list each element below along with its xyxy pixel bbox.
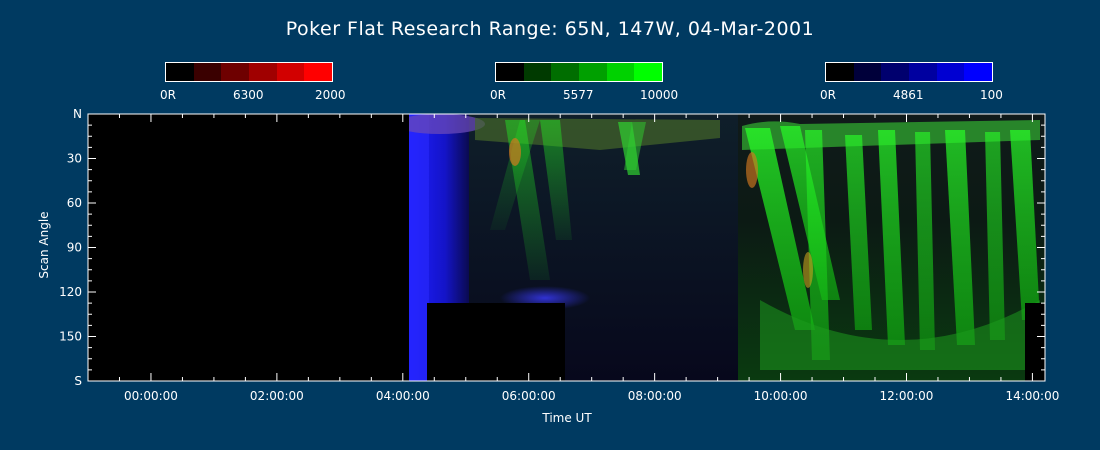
colorbar-5577-label-max: 10000 xyxy=(640,88,679,102)
colorbar-5577-label-min: 0R xyxy=(490,88,506,102)
colorbar-segment xyxy=(826,63,854,81)
colorbar-segment xyxy=(523,63,552,81)
colorbar-segment xyxy=(634,63,663,81)
y-tick-label: 30 xyxy=(67,152,82,166)
colorbar-6300-label-min: 0R xyxy=(160,88,176,102)
colorbar-6300-label-name: 6300 xyxy=(233,88,264,102)
colorbar-4861-label-min: 0R xyxy=(820,88,836,102)
x-tick-label: 00:00:00 xyxy=(124,389,178,403)
y-tick-label: S xyxy=(74,374,82,388)
x-tick-label: 10:00:00 xyxy=(754,389,808,403)
colorbar-segment xyxy=(606,63,635,81)
colorbar-5577 xyxy=(495,62,663,82)
colorbar-segment xyxy=(221,63,250,81)
colorbar-4861 xyxy=(825,62,993,82)
y-tick-label: 90 xyxy=(67,241,82,255)
colorbar-segment xyxy=(193,63,222,81)
y-tick-label: 120 xyxy=(59,285,82,299)
colorbar-segment xyxy=(853,63,882,81)
colorbar-segment xyxy=(579,63,607,81)
y-tick-label: N xyxy=(73,107,82,121)
colorbar-segment xyxy=(881,63,910,81)
keogram-image xyxy=(88,114,1045,381)
y-tick-label: 150 xyxy=(59,330,82,344)
x-tick-label: 04:00:00 xyxy=(376,389,430,403)
colorbar-segment xyxy=(276,63,305,81)
colorbar-4861-label-max: 100 xyxy=(980,88,1003,102)
colorbar-segment xyxy=(166,63,194,81)
chart-title: Poker Flat Research Range: 65N, 147W, 04… xyxy=(285,18,815,40)
x-tick-label: 06:00:00 xyxy=(502,389,556,403)
y-axis-label: Scan Angle xyxy=(37,211,51,279)
colorbar-segment xyxy=(936,63,965,81)
colorbar-segment xyxy=(249,63,277,81)
colorbar-segment xyxy=(304,63,333,81)
colorbar-segment xyxy=(551,63,580,81)
x-tick-label: 08:00:00 xyxy=(628,389,682,403)
x-tick-label: 12:00:00 xyxy=(880,389,934,403)
x-axis-label: Time UT xyxy=(542,411,592,425)
x-tick-label: 14:00:00 xyxy=(1005,389,1059,403)
colorbar-segment xyxy=(964,63,993,81)
colorbar-4861-label-name: 4861 xyxy=(893,88,924,102)
colorbar-6300-label-max: 2000 xyxy=(315,88,346,102)
colorbar-segment xyxy=(909,63,937,81)
y-tick-label: 60 xyxy=(67,196,82,210)
colorbar-5577-label-name: 5577 xyxy=(563,88,594,102)
colorbar-segment xyxy=(496,63,524,81)
colorbar-6300 xyxy=(165,62,333,82)
x-tick-label: 02:00:00 xyxy=(250,389,304,403)
